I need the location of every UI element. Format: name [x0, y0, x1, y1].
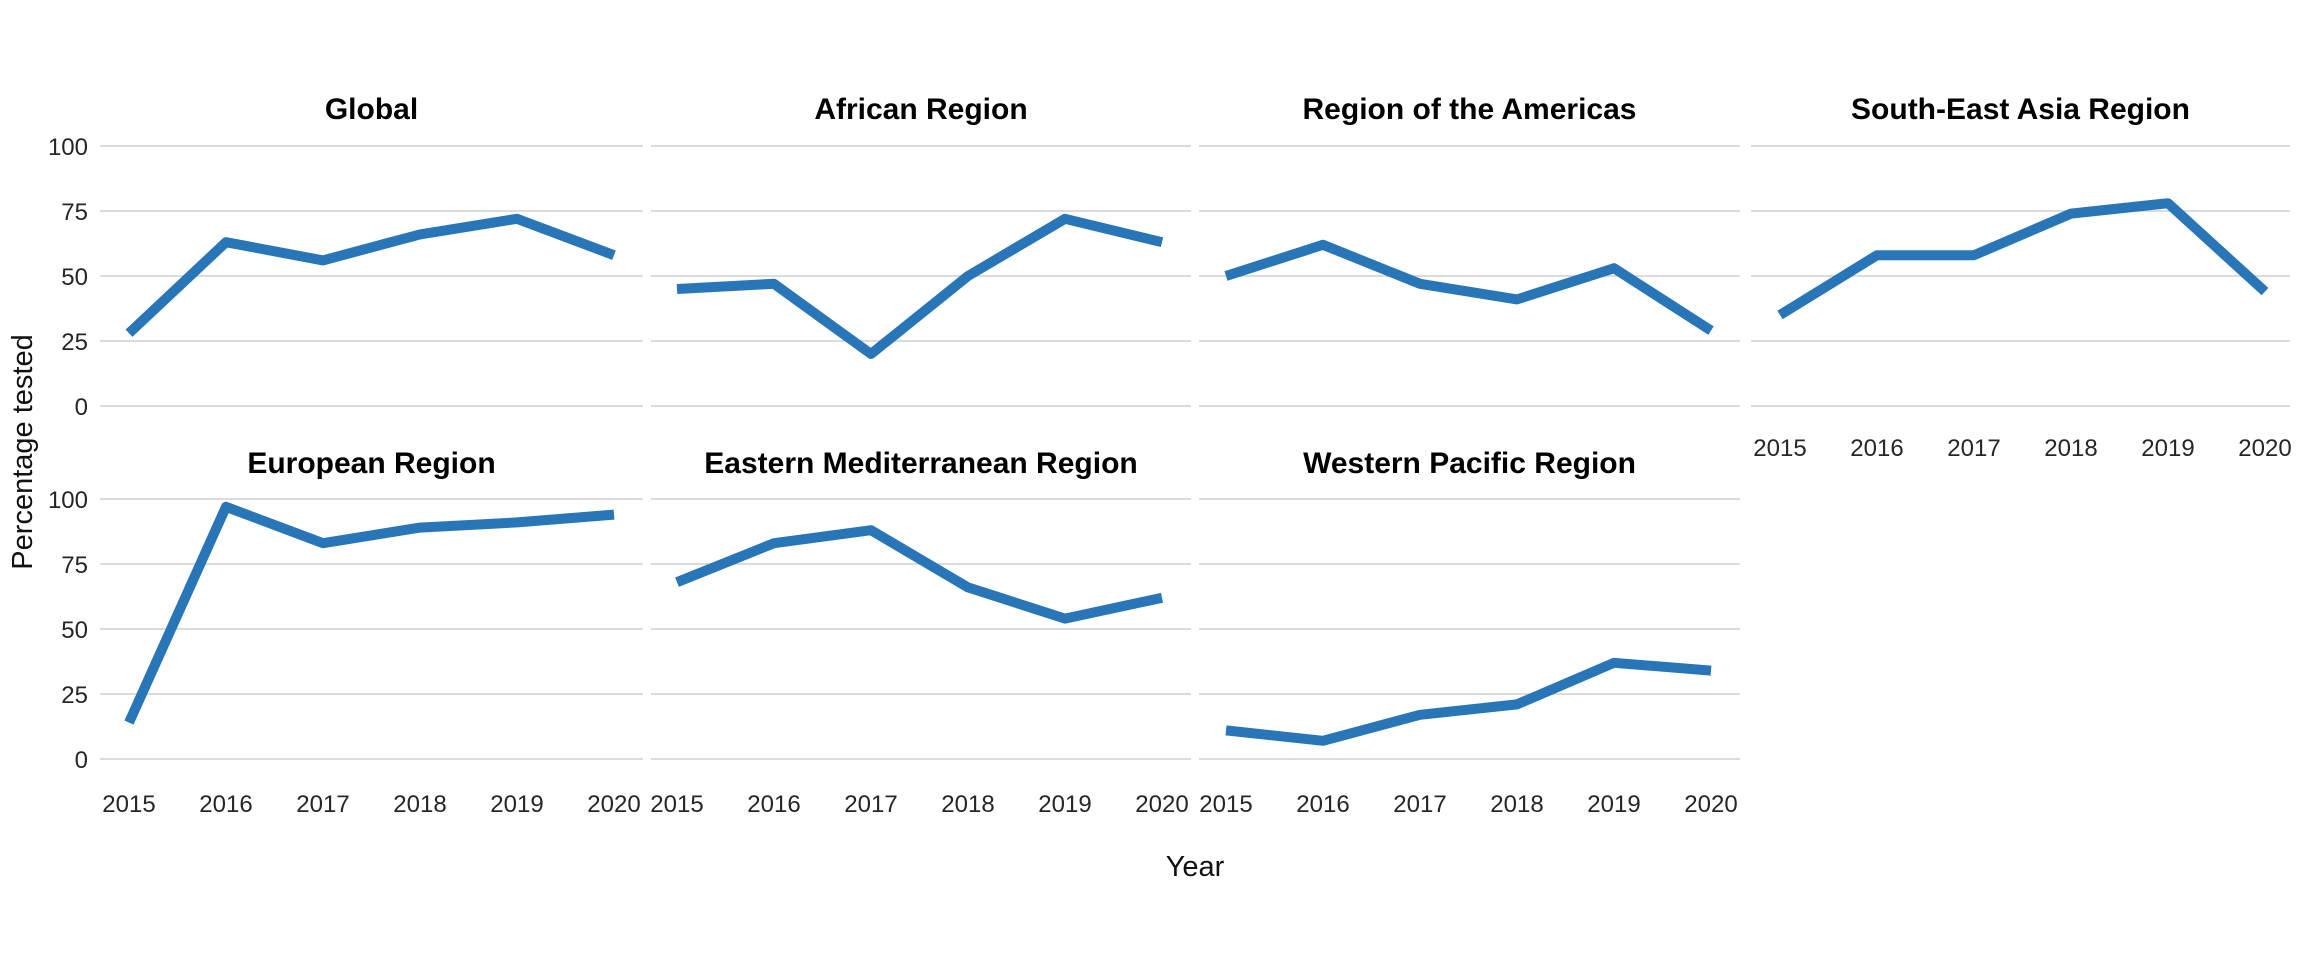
facet-title: Western Pacific Region — [1303, 447, 1636, 480]
x-tick-label: 2015 — [1199, 791, 1252, 818]
y-tick-label: 25 — [61, 682, 88, 709]
x-tick-label: 2019 — [490, 791, 543, 818]
facet-title: European Region — [247, 447, 495, 480]
facet-european-region: European Region 0 25 50 75 100 2015 2016 2017 201… — [48, 447, 643, 818]
y-tick-label: 0 — [75, 747, 88, 774]
x-tick-label: 2020 — [1684, 791, 1737, 818]
x-tick-label: 2018 — [393, 791, 446, 818]
x-tick-label: 2015 — [1753, 435, 1806, 462]
x-tick-label: 2020 — [1135, 791, 1188, 818]
x-tick-label: 2018 — [941, 791, 994, 818]
trend-line-african-region — [676, 213, 1164, 359]
x-tick-label: 2020 — [587, 791, 640, 818]
x-tick-label: 2017 — [844, 791, 897, 818]
x-axis-label: Year — [1166, 851, 1225, 883]
facet-african-region: African Region — [651, 93, 1191, 407]
facet-title: Global — [325, 93, 418, 126]
x-tick-label: 2016 — [747, 791, 800, 818]
facet-title: Eastern Mediterranean Region — [704, 447, 1137, 480]
trend-line-european-region — [124, 501, 615, 725]
x-tick-label: 2015 — [102, 791, 155, 818]
y-tick-label: 25 — [61, 329, 88, 356]
y-tick-label: 100 — [48, 134, 88, 161]
x-tick-label: 2018 — [2044, 435, 2097, 462]
x-tick-label: 2019 — [2141, 435, 2194, 462]
trend-line-south-east-asia-region — [1777, 198, 2269, 320]
x-tick-label: 2017 — [296, 791, 349, 818]
facet-title: Region of the Americas — [1303, 93, 1637, 126]
x-tick-label: 2018 — [1490, 791, 1543, 818]
y-tick-label: 75 — [61, 199, 88, 226]
facet-eastern-mediterranean-region: Eastern Mediterranean Region 2015 2016 2017… — [650, 447, 1191, 818]
y-tick-label: 50 — [61, 264, 88, 291]
trend-line-western-pacific-region — [1225, 657, 1712, 746]
facet-western-pacific-region: Western Pacific Region 2015 2016 2017 2018 20… — [1199, 447, 1740, 818]
x-tick-label: 2016 — [199, 791, 252, 818]
facet-south-east-asia-region: South-East Asia Region 2015 2016 2017 2018 20… — [1751, 93, 2292, 462]
x-tick-label: 2016 — [1296, 791, 1349, 818]
facet-title: African Region — [814, 93, 1027, 126]
trend-line-eastern-mediterranean-region — [675, 525, 1164, 624]
x-tick-label: 2017 — [1393, 791, 1446, 818]
x-tick-label: 2019 — [1038, 791, 1091, 818]
facet-title: South-East Asia Region — [1851, 93, 2190, 126]
y-tick-label: 75 — [61, 552, 88, 579]
trend-line-region-of-the-americas — [1224, 239, 1714, 335]
y-tick-label: 100 — [48, 487, 88, 514]
x-tick-label: 2020 — [2238, 435, 2291, 462]
trend-line-global — [125, 213, 616, 337]
facet-region-of-the-americas: Region of the Americas — [1199, 93, 1740, 407]
facet-global: Global 0 25 50 75 100 — [48, 93, 643, 421]
x-tick-label: 2016 — [1850, 435, 1903, 462]
facet-panels: Global 0 25 50 75 100 African Region Region of … — [48, 93, 2292, 818]
y-axis-label: Percentage tested — [7, 334, 39, 569]
y-tick-label: 0 — [75, 394, 88, 421]
x-tick-label: 2015 — [650, 791, 703, 818]
y-tick-label: 50 — [61, 617, 88, 644]
x-tick-label: 2017 — [1947, 435, 2000, 462]
x-tick-label: 2019 — [1587, 791, 1640, 818]
